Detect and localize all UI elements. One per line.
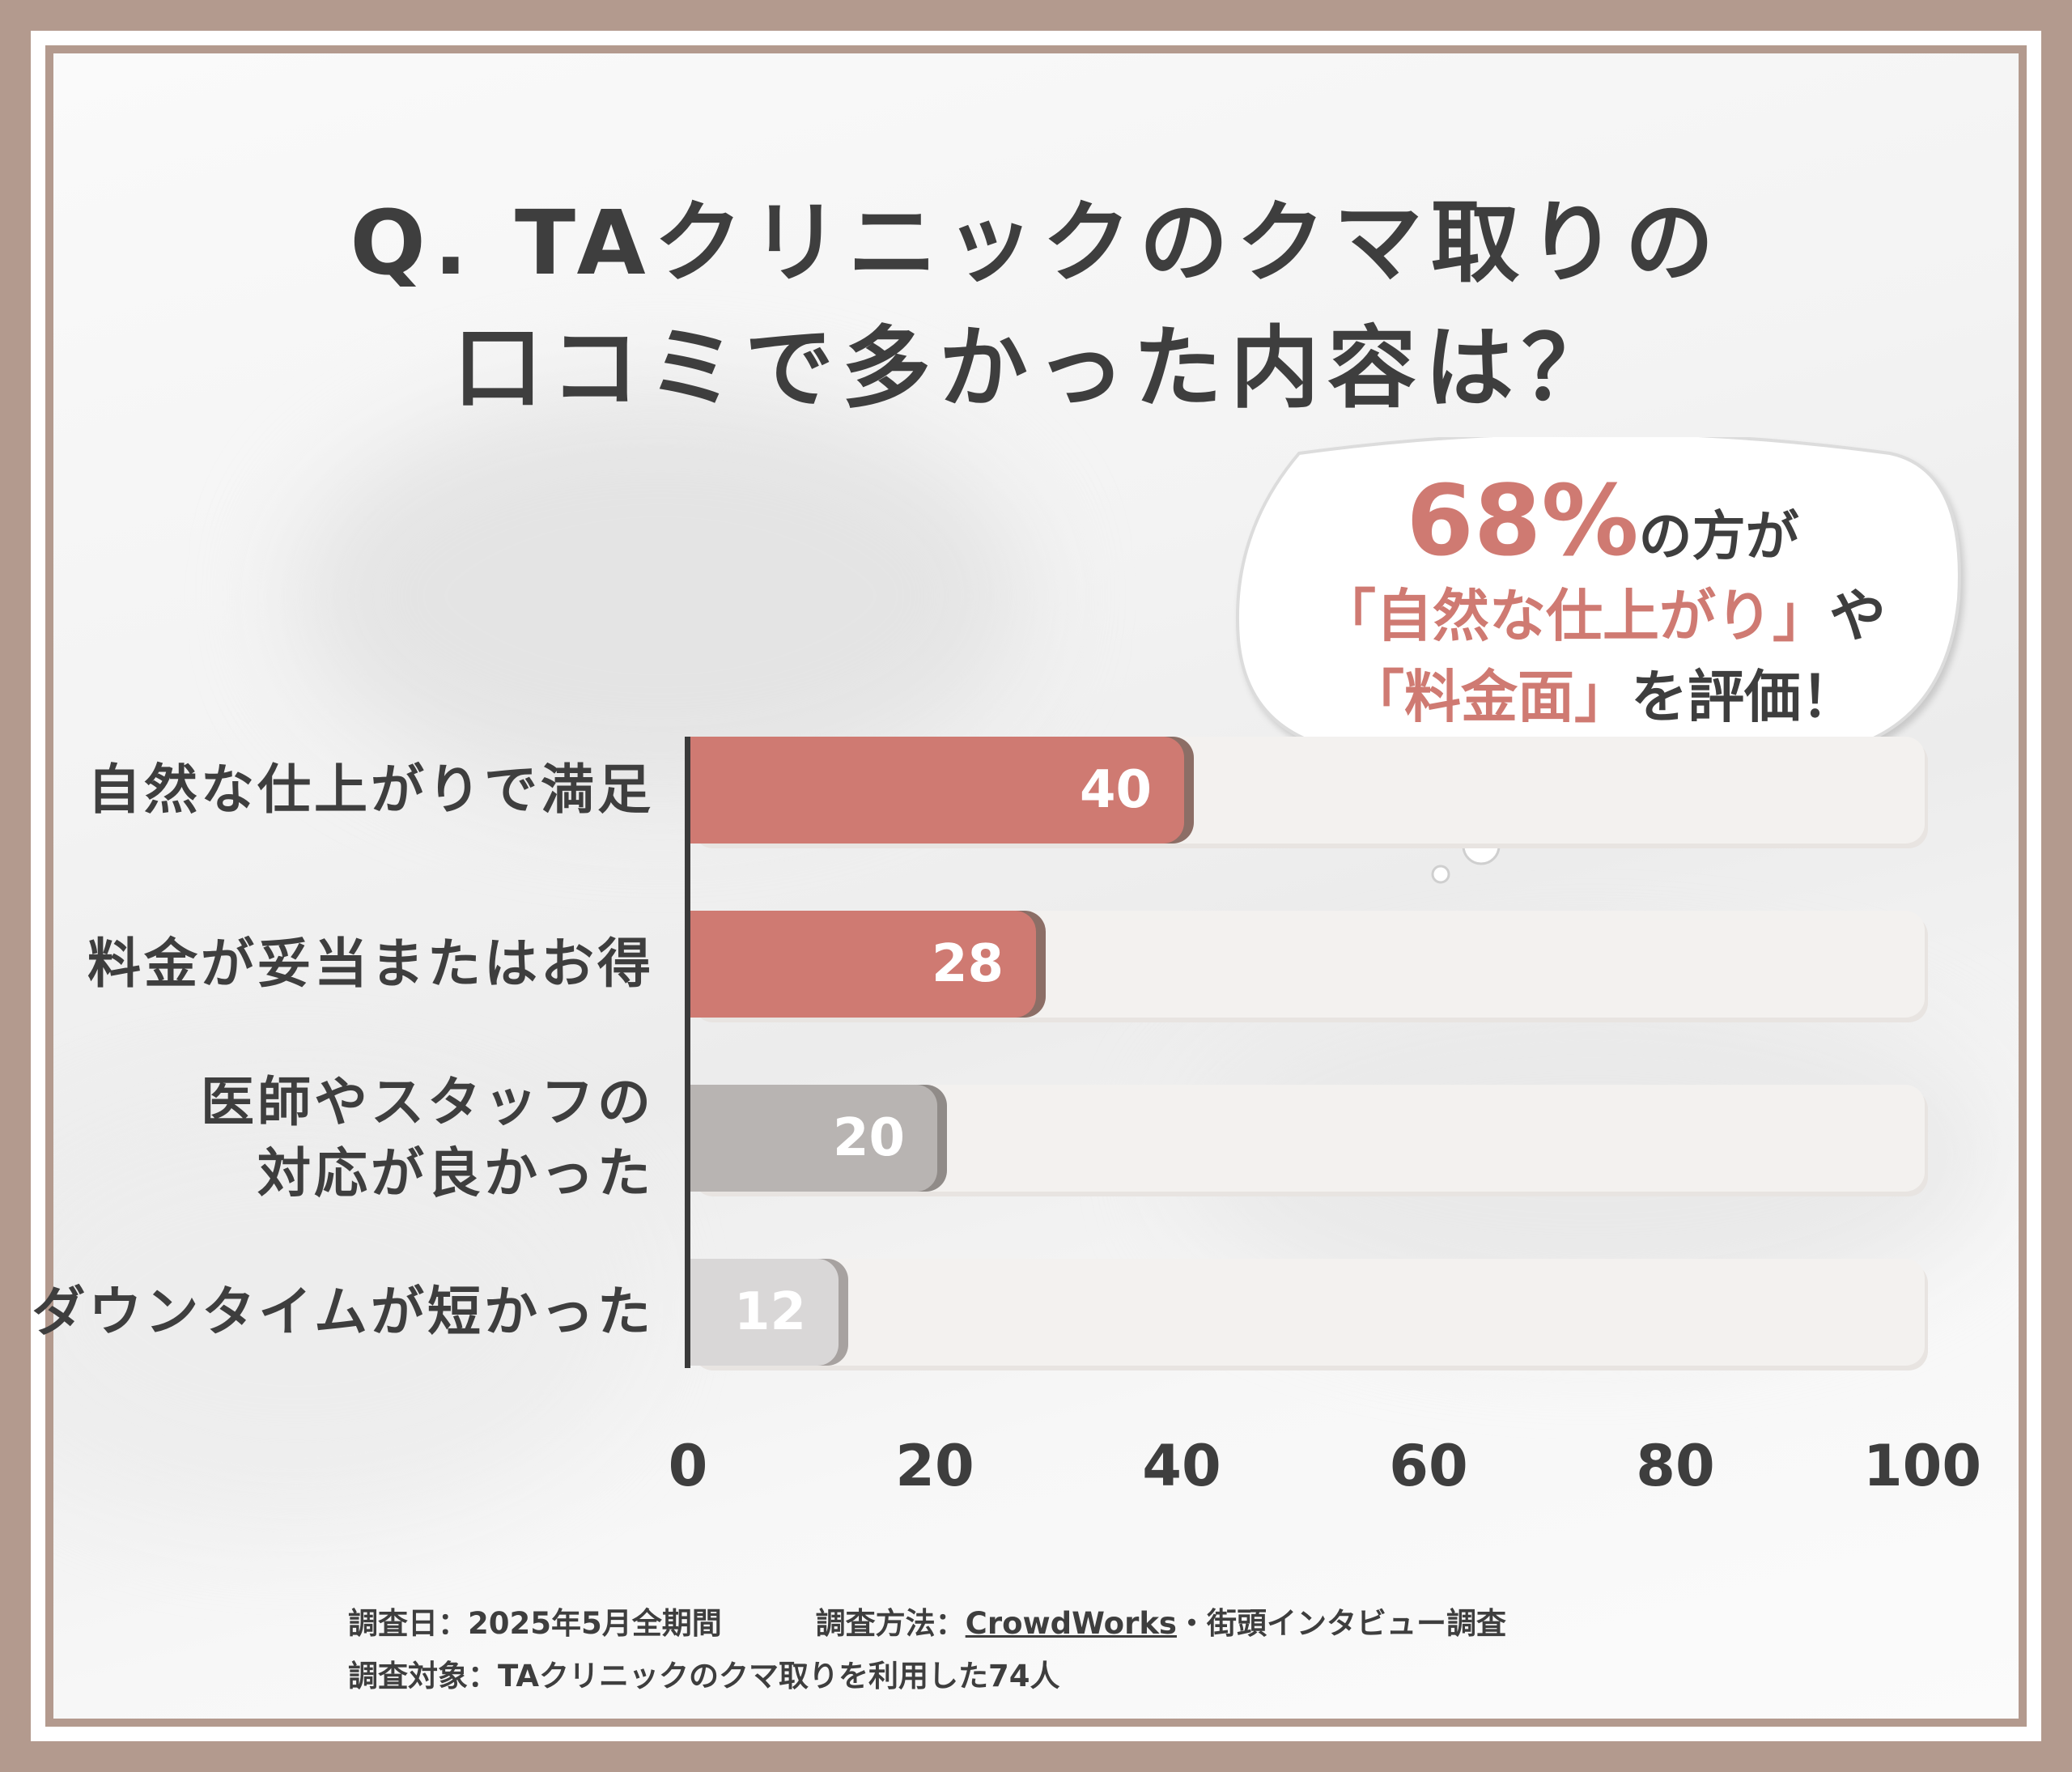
callout-line3: 「料金面」を評価！ — [1238, 652, 1967, 733]
callout-line1-rest: の方が — [1638, 505, 1799, 567]
bar-value-label: 12 — [733, 1282, 806, 1342]
bar — [690, 737, 1184, 844]
bar-value-label: 40 — [1079, 760, 1152, 820]
category-label: 自然な仕上がりで満足 — [87, 759, 654, 821]
bar — [690, 911, 1036, 1018]
x-tick-label: 60 — [1389, 1433, 1468, 1499]
bar-value-label: 28 — [931, 934, 1004, 994]
x-tick-label: 0 — [668, 1433, 708, 1499]
survey-method-suffix: ・街頭インタビュー調査 — [1176, 1606, 1506, 1641]
callout-line1: 68%の方が — [1238, 465, 1967, 578]
y-axis-line — [685, 737, 690, 1368]
callout-percent: 68% — [1406, 465, 1639, 578]
callout-highlight-natural: 「自然な仕上がり」 — [1319, 583, 1829, 649]
crowdworks-link[interactable]: CrowdWorks — [965, 1606, 1177, 1641]
inner-border — [45, 45, 2027, 1727]
survey-date: 調査日：2025年5月全期間 — [348, 1606, 722, 1641]
x-tick-label: 100 — [1862, 1433, 1982, 1499]
bar — [690, 1259, 839, 1366]
category-label: 料金が妥当またはお得 — [87, 933, 654, 995]
x-tick-label: 20 — [895, 1433, 974, 1499]
callout-line2-rest: や — [1829, 583, 1886, 649]
callout-line2: 「自然な仕上がり」や — [1238, 571, 1967, 652]
survey-method-prefix: 調査方法： — [815, 1606, 966, 1641]
x-tick-label: 40 — [1142, 1433, 1221, 1499]
x-tick-label: 80 — [1636, 1433, 1715, 1499]
bar — [690, 1085, 937, 1192]
survey-target: 調査対象：TAクリニックのクマ取りを利用した74人 — [348, 1659, 1060, 1693]
chart-title-line1: Q. TAクリニックのクマ取りの — [350, 191, 1722, 295]
bar-track — [690, 1259, 1925, 1366]
callout-highlight-price: 「料金面」 — [1348, 664, 1631, 730]
footnote-line1: 調査日：2025年5月全期間 調査方法：CrowdWorks・街頭インタビュー調… — [348, 1599, 1506, 1642]
category-label: ダウンタイムが短かった — [32, 1281, 654, 1343]
callout-line3-rest: を評価！ — [1631, 664, 1858, 730]
chart-title-line2: 口コミで多かった内容は？ — [453, 317, 1619, 420]
bar-value-label: 20 — [832, 1108, 905, 1168]
category-label: 医師やスタッフの 対応が良かった — [201, 1071, 654, 1205]
